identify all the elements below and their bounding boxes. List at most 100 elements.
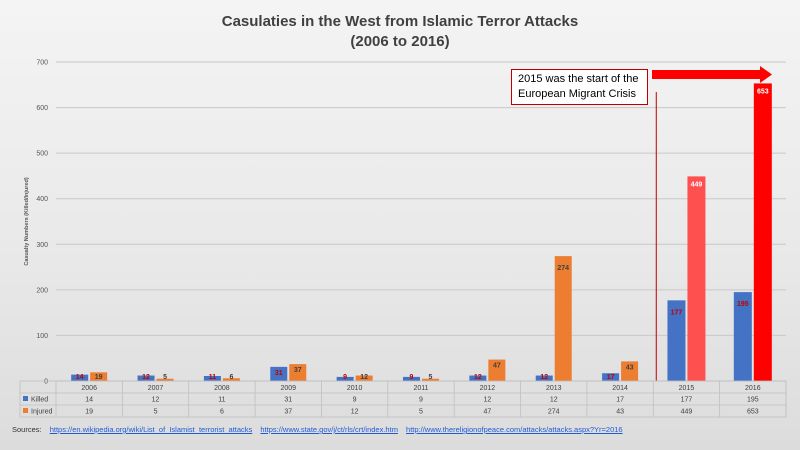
bar-killed-2013 <box>535 375 553 381</box>
annotation-line-1: 2015 was the start of the <box>518 73 639 85</box>
data-label-injured-2008: 6 <box>229 374 233 381</box>
data-label-killed-2006: 14 <box>76 374 84 381</box>
table-cell-injured-2009: 37 <box>284 409 292 416</box>
table-cell-killed-2006: 14 <box>85 397 93 404</box>
table-cell-killed-2015: 177 <box>681 397 693 404</box>
y-tick-label-600: 600 <box>36 105 48 112</box>
data-label-killed-2012: 12 <box>474 374 482 381</box>
chart-title-block: Casulaties in the West from Islamic Terr… <box>0 12 800 52</box>
bar-killed-2016 <box>733 292 752 381</box>
sources-line: Sources: https://en.wikipedia.org/wiki/L… <box>12 425 792 434</box>
data-label-injured-2013: 274 <box>557 265 569 272</box>
source-link-wikipedia[interactable]: https://en.wikipedia.org/wiki/List_of_Is… <box>49 425 253 434</box>
legend-swatch-injured <box>23 408 28 413</box>
data-label-killed-2007: 12 <box>142 374 150 381</box>
data-label-injured-2012: 47 <box>493 363 501 370</box>
table-cell-killed-2011: 9 <box>419 397 423 404</box>
migrant-crisis-annotation: 2015 was the start of the European Migra… <box>511 69 648 105</box>
table-cell-injured-2014: 43 <box>616 409 624 416</box>
x-tick-label-2015: 2015 <box>679 385 695 392</box>
table-cell-injured-2013: 274 <box>548 409 560 416</box>
bar-killed-2014 <box>602 373 620 381</box>
annotation-line-2: European Migrant Crisis <box>518 88 636 100</box>
table-cell-injured-2007: 5 <box>154 409 158 416</box>
table-cell-injured-2011: 5 <box>419 409 423 416</box>
y-tick-label-700: 700 <box>36 60 48 67</box>
bar-injured-2015 <box>687 176 706 381</box>
table-cell-killed-2012: 12 <box>483 397 491 404</box>
table-cell-killed-2013: 12 <box>550 397 558 404</box>
table-cell-killed-2016: 195 <box>747 397 759 404</box>
table-cell-injured-2015: 449 <box>681 409 693 416</box>
data-label-killed-2015: 177 <box>671 309 683 316</box>
x-tick-label-2016: 2016 <box>745 385 761 392</box>
crisis-arrow-head <box>760 66 772 83</box>
data-label-injured-2011: 5 <box>429 374 433 381</box>
y-tick-label-0: 0 <box>44 379 48 386</box>
table-cell-injured-2006: 19 <box>85 409 93 416</box>
data-label-injured-2009: 37 <box>294 367 302 374</box>
table-cell-killed-2009: 31 <box>284 397 292 404</box>
bar-killed-2015 <box>667 300 686 381</box>
table-cell-killed-2008: 11 <box>218 397 225 404</box>
legend-label-killed: Killed <box>31 397 48 404</box>
bar-injured-2012 <box>488 359 506 381</box>
x-tick-label-2010: 2010 <box>347 385 363 392</box>
bar-killed-2009 <box>270 366 288 381</box>
y-tick-label-200: 200 <box>36 287 48 294</box>
bar-injured-2008 <box>222 378 240 381</box>
data-label-killed-2011: 9 <box>410 374 414 381</box>
crisis-arrow-shaft <box>652 70 762 79</box>
table-cell-injured-2010: 12 <box>351 409 359 416</box>
x-tick-label-2008: 2008 <box>214 385 230 392</box>
table-cell-injured-2012: 47 <box>483 409 491 416</box>
data-label-injured-2006: 19 <box>95 374 103 381</box>
data-label-killed-2009: 31 <box>275 370 283 377</box>
bar-killed-2010 <box>336 376 354 381</box>
x-tick-label-2006: 2006 <box>81 385 97 392</box>
bar-injured-2011 <box>422 378 439 381</box>
y-tick-label-300: 300 <box>36 242 48 249</box>
table-cell-killed-2014: 17 <box>616 397 624 404</box>
chart-title: Casulaties in the West from Islamic Terr… <box>221 13 579 30</box>
table-cell-killed-2007: 12 <box>152 397 160 404</box>
bar-killed-2006 <box>71 374 89 381</box>
bar-injured-2014 <box>621 361 639 381</box>
data-label-killed-2014: 17 <box>607 374 615 381</box>
source-link-state-gov[interactable]: https://www.state.gov/j/ct/rls/crt/index… <box>260 425 398 434</box>
y-axis-label: Casualty Numbers (Killed/Injured) <box>24 177 30 265</box>
y-tick-label-400: 400 <box>36 196 48 203</box>
bar-injured-2016 <box>753 83 772 381</box>
data-label-injured-2014: 43 <box>626 364 634 371</box>
x-tick-label-2007: 2007 <box>148 385 164 392</box>
bar-killed-2011 <box>403 376 420 381</box>
table-cell-injured-2016: 653 <box>747 409 759 416</box>
y-tick-label-500: 500 <box>36 151 48 158</box>
data-label-injured-2015: 449 <box>691 181 703 188</box>
bar-killed-2007 <box>137 375 155 381</box>
source-link-religion-of-peace[interactable]: http://www.thereligionofpeace.com/attack… <box>406 425 623 434</box>
table-cell-killed-2010: 9 <box>353 397 357 404</box>
data-label-killed-2013: 12 <box>540 374 548 381</box>
data-label-injured-2010: 12 <box>360 374 368 381</box>
data-label-killed-2010: 9 <box>343 374 347 381</box>
sources-label: Sources: <box>12 425 42 434</box>
data-label-killed-2016: 195 <box>737 301 749 308</box>
x-tick-label-2011: 2011 <box>413 385 428 392</box>
data-label-injured-2007: 5 <box>163 374 167 381</box>
chart-subtitle: (2006 to 2016) <box>350 33 450 50</box>
bar-injured-2010 <box>355 375 373 381</box>
y-tick-label-100: 100 <box>36 333 48 340</box>
x-tick-label-2012: 2012 <box>480 385 496 392</box>
data-table-frame <box>19 380 787 418</box>
x-tick-label-2013: 2013 <box>546 385 562 392</box>
table-cell-injured-2008: 6 <box>220 409 224 416</box>
bar-injured-2009 <box>289 364 307 381</box>
data-label-killed-2008: 11 <box>209 374 217 381</box>
legend-label-injured: Injured <box>31 409 53 416</box>
bar-killed-2008 <box>203 375 221 381</box>
bar-injured-2006 <box>90 372 108 381</box>
x-tick-label-2014: 2014 <box>612 385 628 392</box>
legend-swatch-killed <box>23 396 28 401</box>
